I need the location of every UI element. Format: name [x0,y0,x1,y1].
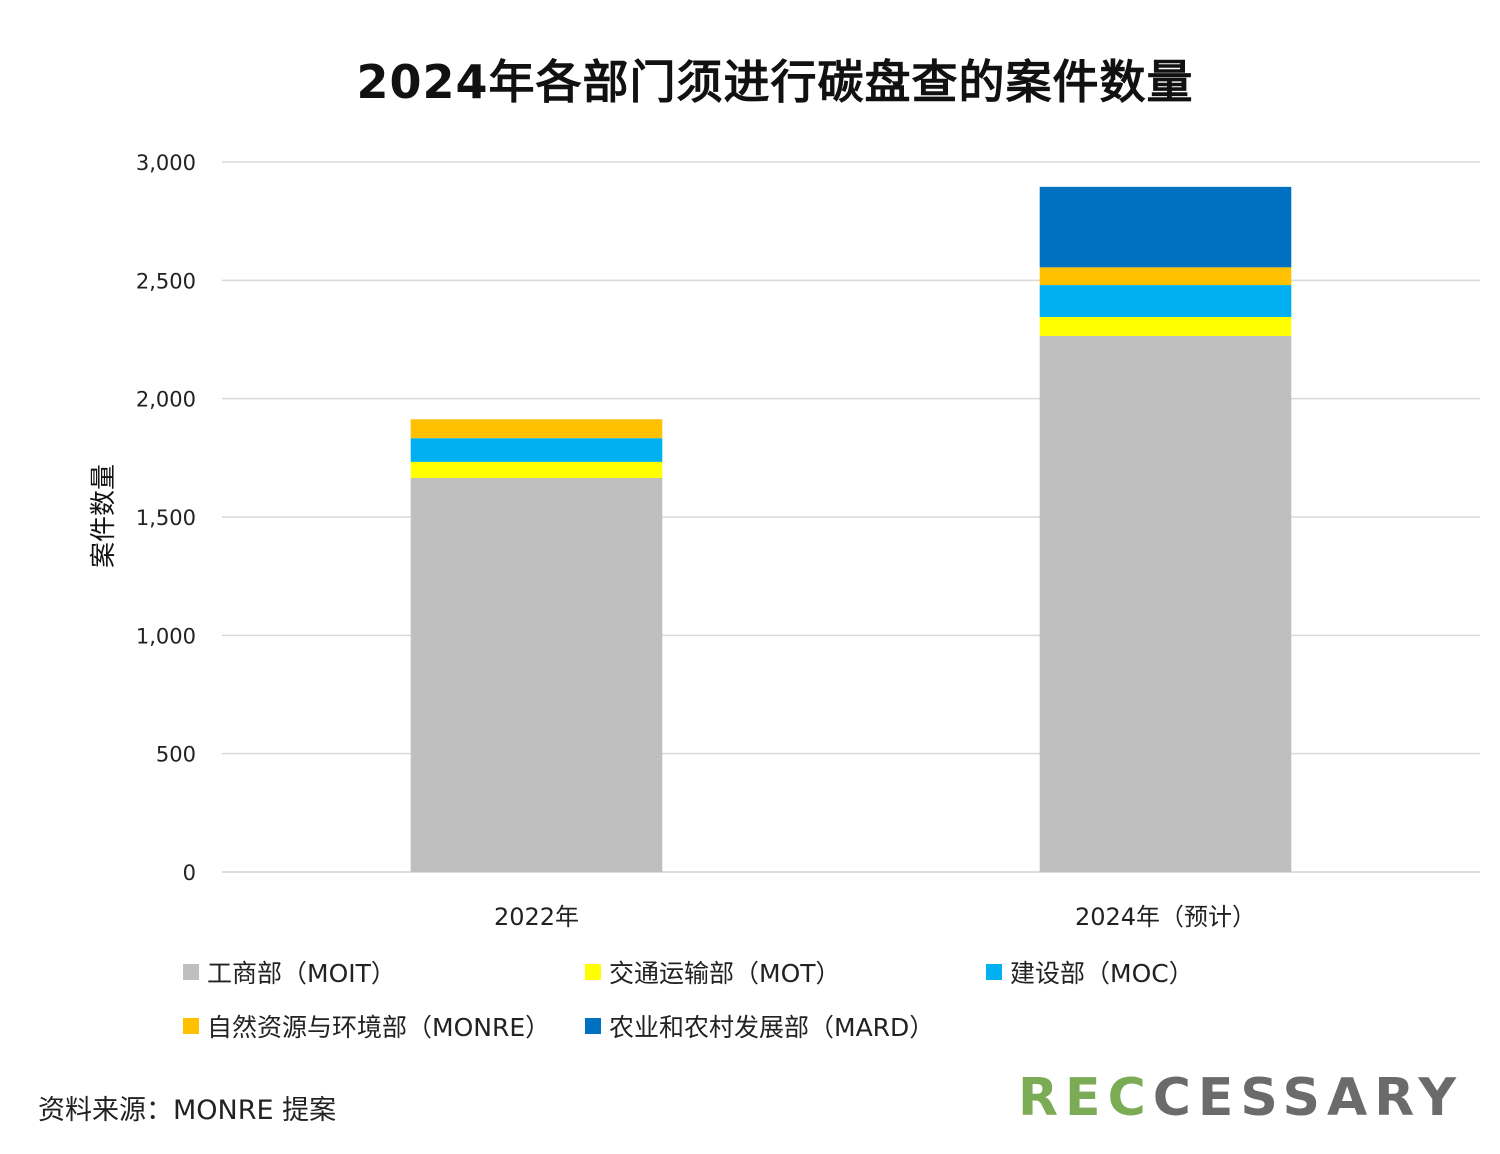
bar-segment [1039,317,1292,336]
y-tick-label: 3,000 [136,151,196,175]
legend-label: 农业和农村发展部（MARD） [609,1013,935,1042]
x-category-label: 2022年 [494,903,579,931]
bar-segment [1039,186,1292,268]
y-tick-label: 500 [156,743,196,767]
y-tick-label: 0 [183,861,196,885]
legend-item: 自然资源与环境部（MONRE） [183,1008,550,1044]
bar-segment [410,477,663,872]
x-category-label: 2024年（预计） [1075,903,1256,931]
bar-segment [410,461,663,478]
legend-swatch [183,964,199,980]
legend-item: 农业和农村发展部（MARD） [585,1008,934,1044]
bar-segment [410,419,663,439]
legend-label: 交通运输部（MOT） [609,959,841,988]
y-tick-label: 1,000 [136,624,196,648]
source-note: 资料来源：MONRE 提案 [38,1095,337,1126]
bars [410,186,1292,872]
x-category-labels: 2022年 2024年（预计） [494,903,1256,931]
legend-swatch [585,1018,601,1034]
logo-part-gray: CESSARY [1152,1068,1464,1128]
legend-swatch [183,1018,199,1034]
legend-item: 交通运输部（MOT） [585,954,841,990]
bar-segment [1039,285,1292,318]
bar-segment [1039,335,1292,872]
bar-segment [1039,267,1292,286]
legend-swatch [986,964,1002,980]
legend-swatch [585,964,601,980]
reccessary-logo: RECCESSARY [1018,1068,1463,1128]
logo-part-green: REC [1018,1068,1153,1128]
legend-item: 建设部（MOC） [986,954,1194,990]
y-axis-label: 案件数量 [89,464,119,568]
y-tick-label: 1,500 [136,506,196,530]
legend-label: 工商部（MOIT） [207,959,396,988]
legend-label: 建设部（MOC） [1010,959,1194,988]
y-tick-labels: 0 500 1,000 1,500 2,000 2,500 3,000 [136,151,196,885]
y-tick-label: 2,000 [136,388,196,412]
chart-title: 2024年各部门须进行碳盘查的案件数量 [356,55,1194,109]
y-tick-label: 2,500 [136,269,196,293]
legend-label: 自然资源与环境部（MONRE） [207,1013,551,1042]
bar-segment [410,438,663,462]
legend-item: 工商部（MOIT） [183,954,396,990]
